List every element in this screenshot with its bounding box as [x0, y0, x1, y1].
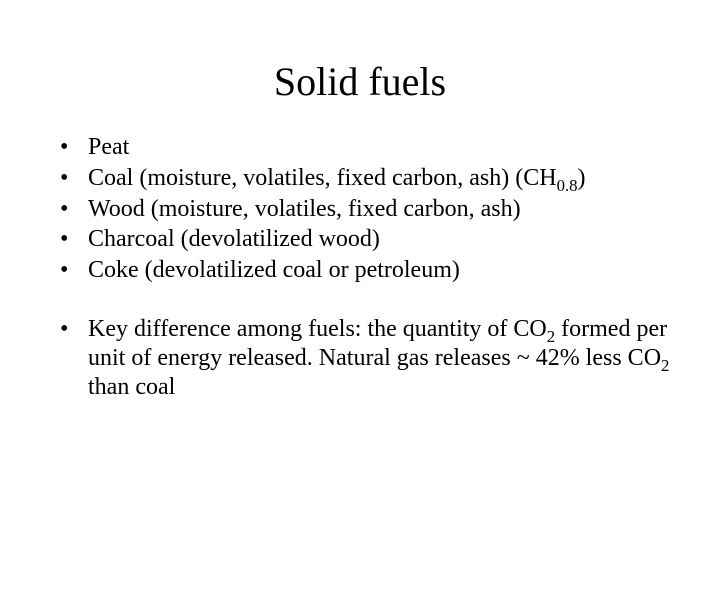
bullet-text: Peat [88, 134, 129, 160]
bullet-text-seg: than coal [88, 374, 175, 400]
spacer [0, 287, 720, 315]
bullet-list-2: Key difference among fuels: the quantity… [0, 315, 720, 401]
subscript: 0.8 [557, 176, 578, 195]
bullet-text-seg: Key difference among fuels: the quantity… [88, 316, 547, 342]
bullet-text-post: ) [578, 165, 586, 191]
slide-title: Solid fuels [0, 58, 720, 105]
bullet-text-pre: Coal (moisture, volatiles, fixed carbon,… [88, 165, 557, 191]
bullet-text: Wood (moisture, volatiles, fixed carbon,… [88, 196, 521, 222]
subscript: 2 [547, 327, 555, 346]
bullet-text: Coke (devolatilized coal or petroleum) [88, 257, 460, 283]
bullet-item: Peat [48, 133, 672, 162]
bullet-item: Charcoal (devolatilized wood) [48, 225, 672, 254]
bullet-text: Charcoal (devolatilized wood) [88, 226, 380, 252]
bullet-item: Wood (moisture, volatiles, fixed carbon,… [48, 195, 672, 224]
bullet-item: Coke (devolatilized coal or petroleum) [48, 256, 672, 285]
subscript: 2 [661, 356, 669, 375]
bullet-item: Key difference among fuels: the quantity… [48, 315, 672, 401]
slide: Solid fuels Peat Coal (moisture, volatil… [0, 58, 720, 598]
bullet-list-1: Peat Coal (moisture, volatiles, fixed ca… [0, 133, 720, 285]
bullet-item: Coal (moisture, volatiles, fixed carbon,… [48, 164, 672, 193]
